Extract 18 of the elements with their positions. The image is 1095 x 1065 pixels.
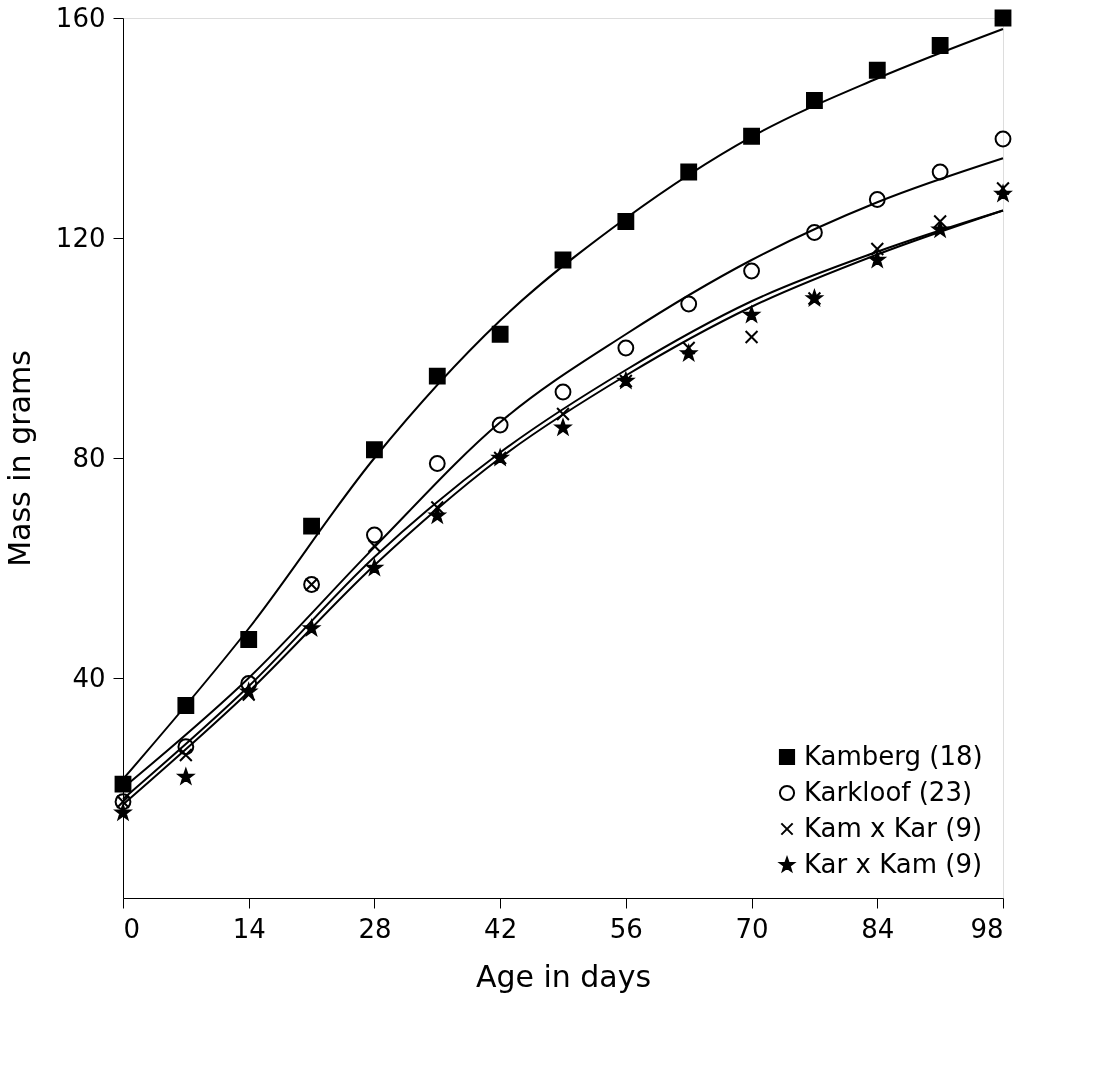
y-tick-label: 160 (55, 2, 106, 33)
x-tick-label: 14 (232, 913, 266, 944)
x-tick-label: 84 (861, 913, 895, 944)
legend-label: Kamberg (18) (804, 741, 983, 771)
x-tick-label: 28 (358, 913, 392, 944)
x-tick-label: 98 (970, 913, 1004, 944)
legend-label: Kar x Kam (9) (804, 849, 983, 879)
y-tick-label: 120 (55, 222, 106, 253)
legend-label: Karkloof (23) (804, 777, 973, 807)
x-axis-title: Age in days (475, 958, 652, 994)
y-axis-title: Mass in grams (1, 350, 37, 567)
legend-label: Kam x Kar (9) (804, 813, 983, 843)
x-tick-label: 42 (484, 913, 518, 944)
x-tick-label: 0 (123, 913, 141, 944)
x-tick-label: 56 (609, 913, 643, 944)
y-tick-label: 80 (72, 442, 106, 473)
x-tick-label: 70 (735, 913, 769, 944)
y-tick-label: 40 (72, 662, 106, 693)
